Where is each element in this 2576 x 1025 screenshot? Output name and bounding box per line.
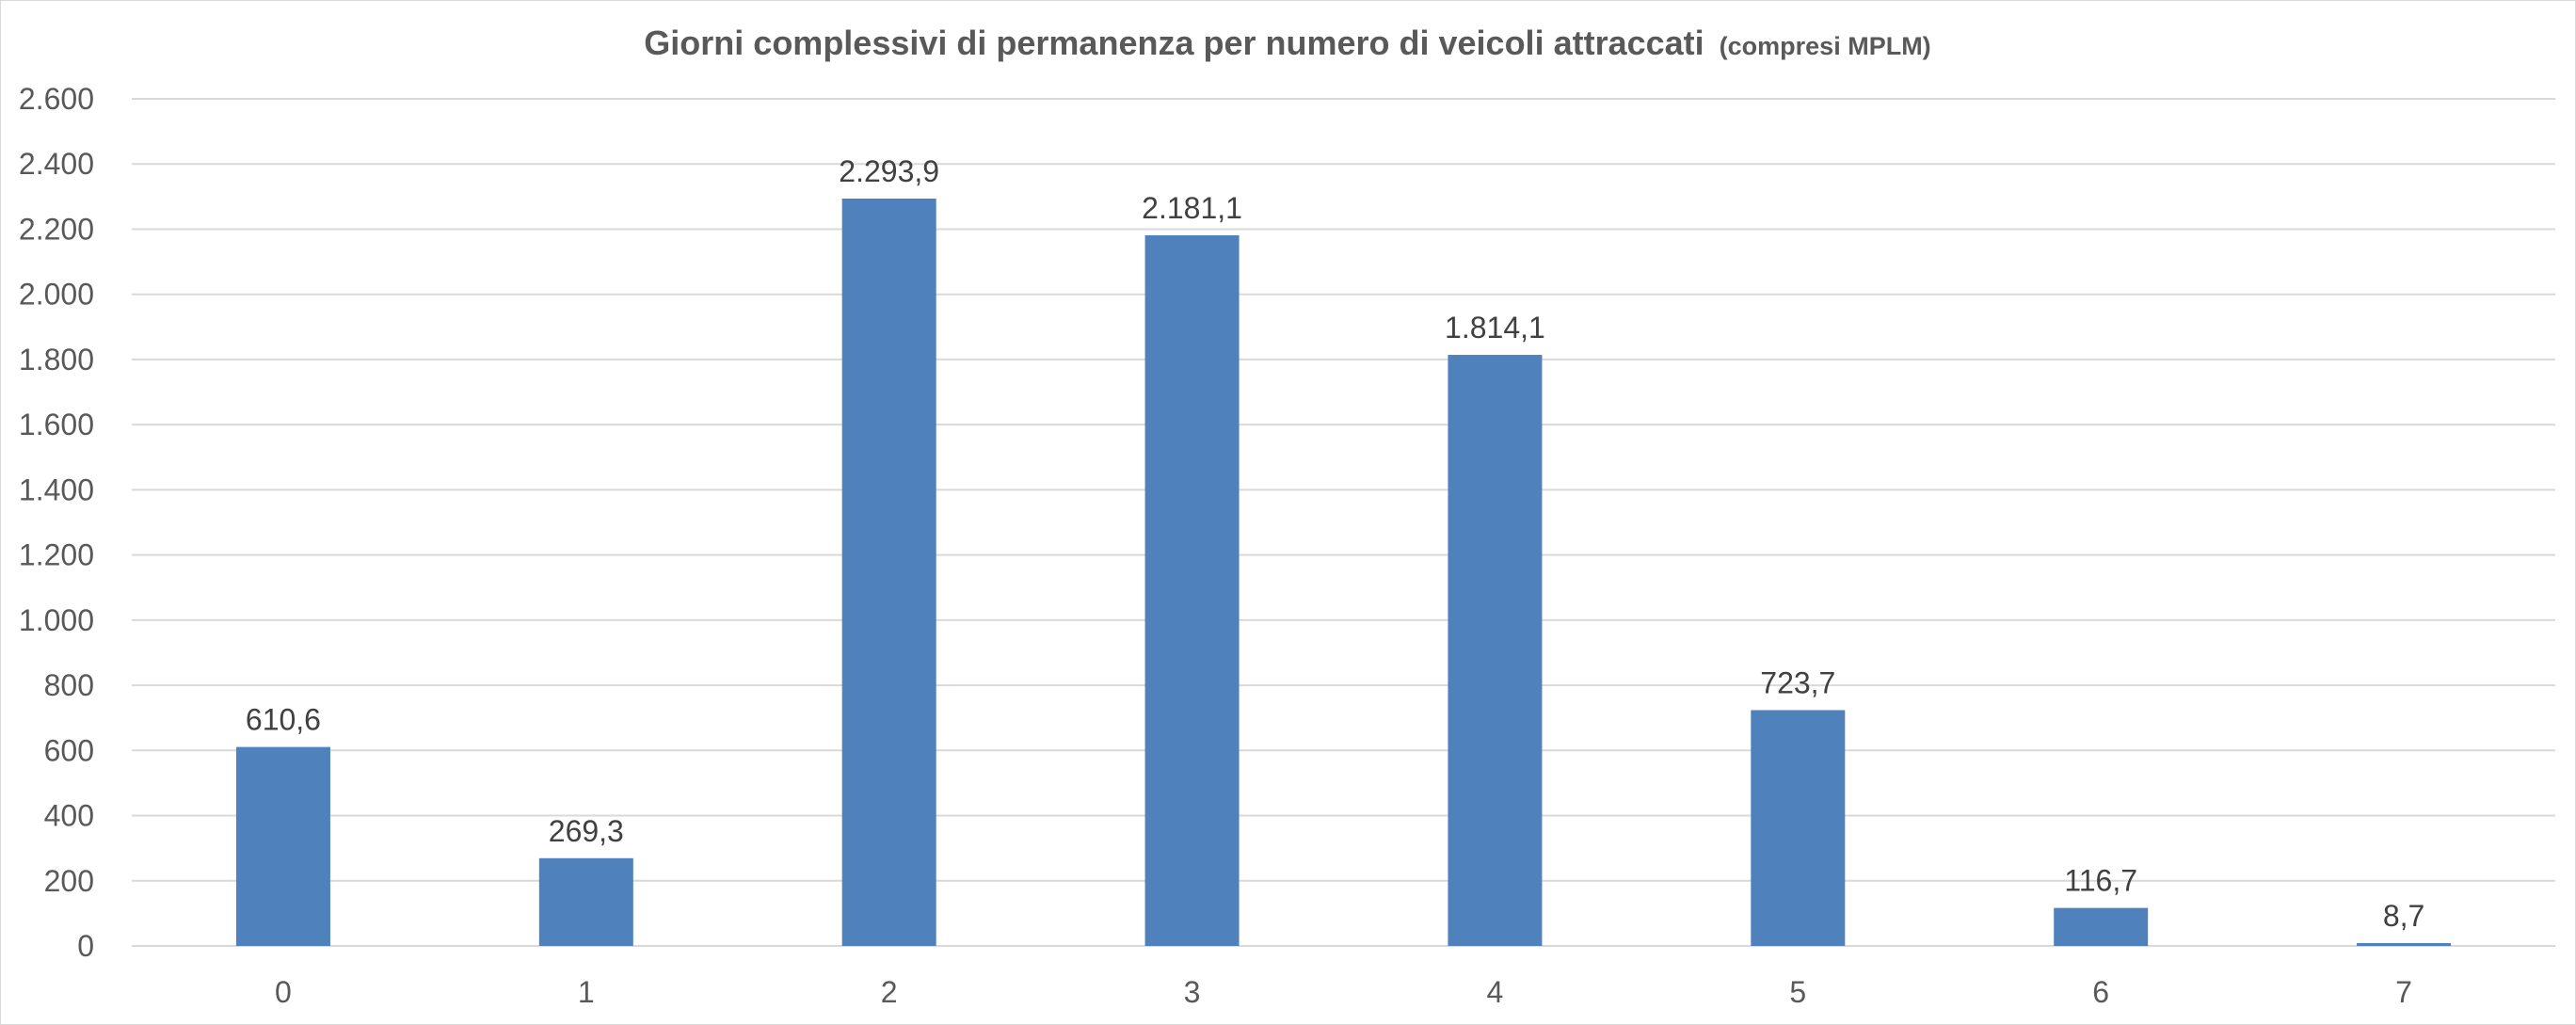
y-tick-label: 2.200 xyxy=(19,212,94,246)
x-tick-label: 2 xyxy=(881,975,898,1009)
bar xyxy=(2357,942,2452,946)
x-tick-label: 0 xyxy=(275,975,292,1009)
y-tick-label: 1.400 xyxy=(19,472,94,506)
y-tick-label: 2.600 xyxy=(19,82,94,116)
y-tick-label: 1.800 xyxy=(19,343,94,376)
y-tick-label: 400 xyxy=(44,799,94,833)
y-tick-label: 0 xyxy=(77,929,94,963)
x-tick-label: 1 xyxy=(578,975,595,1009)
bar xyxy=(841,198,936,946)
y-axis-ticks: 0 200 400 600 800 1.000 1.200 1.400 1.600 1.800 2.… xyxy=(19,82,94,963)
y-tick-label: 2.000 xyxy=(19,278,94,312)
bar xyxy=(235,746,330,946)
data-label: 723,7 xyxy=(1760,665,1835,699)
data-label: 269,3 xyxy=(549,814,624,848)
data-label: 1.814,1 xyxy=(1445,311,1545,344)
x-tick-label: 4 xyxy=(1487,975,1504,1009)
x-tick-label: 6 xyxy=(2092,975,2109,1009)
y-tick-label: 600 xyxy=(44,733,94,767)
data-label: 2.293,9 xyxy=(839,154,939,188)
y-tick-label: 200 xyxy=(44,864,94,898)
x-tick-label: 5 xyxy=(1789,975,1806,1009)
chart-title: Giorni complessivi di permanenza per num… xyxy=(644,24,1930,62)
gridlines xyxy=(132,98,2555,947)
bar xyxy=(2054,907,2149,946)
bar xyxy=(538,857,633,946)
x-tick-label: 7 xyxy=(2395,975,2412,1009)
data-label: 8,7 xyxy=(2383,899,2424,933)
x-axis-ticks: 0 1 2 3 4 5 6 7 xyxy=(275,975,2412,1009)
y-tick-label: 1.000 xyxy=(19,603,94,637)
bar xyxy=(1751,710,1846,946)
y-tick-label: 1.600 xyxy=(19,408,94,441)
y-tick-label: 800 xyxy=(44,668,94,702)
y-tick-label: 1.200 xyxy=(19,538,94,572)
y-tick-label: 2.400 xyxy=(19,147,94,181)
bar xyxy=(1448,355,1543,946)
data-label: 2.181,1 xyxy=(1142,191,1242,225)
data-label: 610,6 xyxy=(246,703,321,737)
x-tick-label: 3 xyxy=(1184,975,1201,1009)
data-labels: 610,6 269,3 2.293,9 2.181,1 1.814,1 723,7 116,… xyxy=(246,154,2424,933)
bar xyxy=(1144,235,1240,946)
chart-title-main: Giorni complessivi di permanenza per num… xyxy=(644,24,1704,62)
bars xyxy=(235,198,2452,946)
chart-title-subtitle: (compresi MPLM) xyxy=(1720,32,1931,60)
data-label: 116,7 xyxy=(2064,864,2137,898)
